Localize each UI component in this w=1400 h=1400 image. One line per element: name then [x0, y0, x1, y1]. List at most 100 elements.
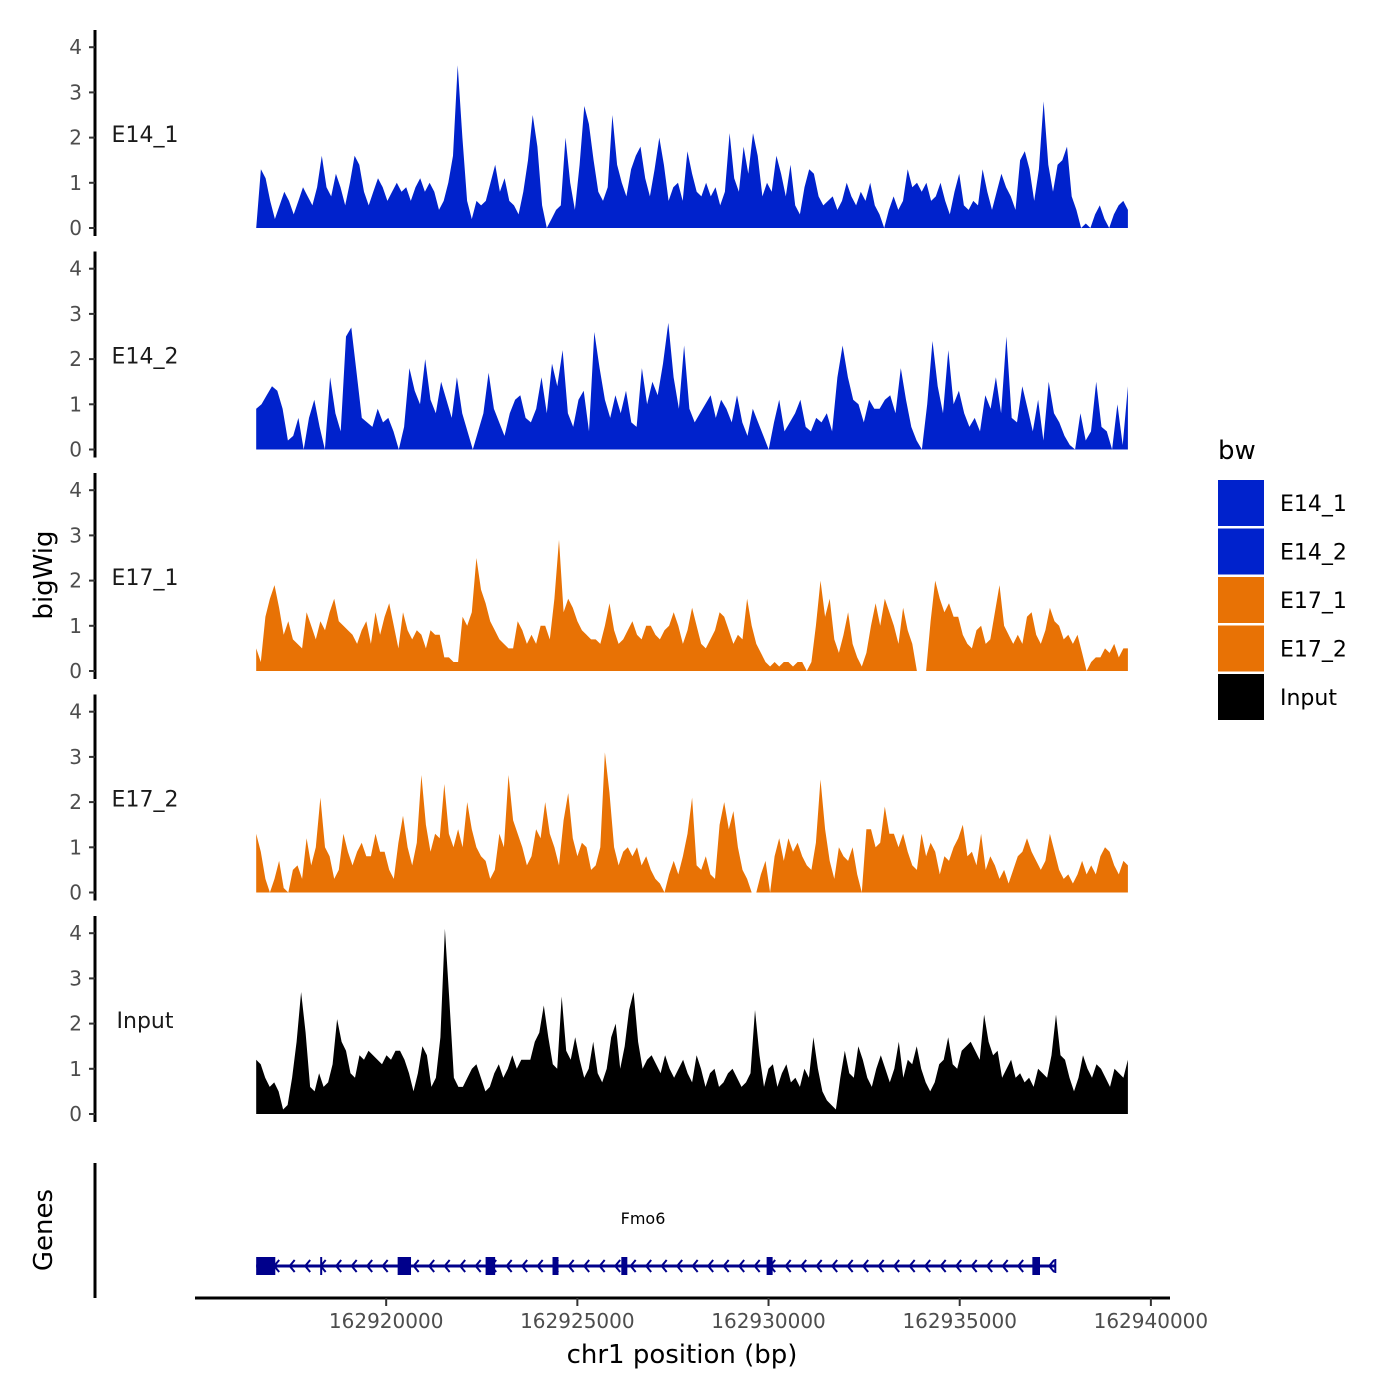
strand-arrow	[644, 1259, 652, 1273]
x-tick-label: 162920000	[329, 1309, 444, 1333]
strand-arrow	[505, 1259, 513, 1273]
legend-label: E17_1	[1280, 589, 1347, 614]
y-tick-label: 4	[69, 700, 82, 724]
strand-arrow	[877, 1259, 885, 1273]
legend: bw E14_1 E14_2 E17_1 E17_2 Input	[1218, 436, 1347, 720]
strand-arrow	[892, 1259, 900, 1273]
y-tick-label: 2	[69, 1012, 82, 1036]
legend-swatch	[1218, 674, 1264, 720]
strand-arrow	[381, 1259, 389, 1273]
signal-tracks: 0 1 2 3 4 E14_1 0 1 2 3 4 E14_2 0 1 2 3 4 E17_1 0 1 2 3 4 E17_2…	[69, 30, 1128, 1126]
strand-arrow	[985, 1259, 993, 1273]
y-tick-label: 0	[69, 881, 82, 905]
strand-arrow	[598, 1259, 606, 1273]
strand-arrow	[660, 1259, 668, 1273]
strand-arrow	[303, 1259, 311, 1273]
strand-arrow	[830, 1259, 838, 1273]
y-tick-label: 1	[69, 1057, 82, 1081]
strand-arrow	[954, 1259, 962, 1273]
signal-area-input	[256, 928, 1128, 1114]
legend-item-input: Input	[1218, 674, 1337, 720]
strand-arrow	[334, 1259, 342, 1273]
strand-arrow	[365, 1259, 373, 1273]
track-label: E17_2	[112, 788, 179, 813]
gene-exon	[552, 1257, 559, 1275]
strand-arrow	[861, 1259, 869, 1273]
y-tick-label: 1	[69, 835, 82, 859]
strand-arrow	[799, 1259, 807, 1273]
strand-arrow	[536, 1259, 544, 1273]
legend-swatch	[1218, 577, 1264, 623]
x-axis-title: chr1 position (bp)	[567, 1340, 798, 1370]
track-input: 0 1 2 3 4 Input	[69, 916, 1128, 1126]
y-tick-label: 4	[69, 35, 82, 59]
y-axis-title: bigWig	[29, 530, 59, 619]
strand-arrow	[675, 1259, 683, 1273]
track-e14_2: 0 1 2 3 4 E14_2	[69, 251, 1128, 462]
gene-model	[256, 1257, 1057, 1275]
strand-arrow	[412, 1259, 420, 1273]
signal-area-e17_2	[256, 752, 1128, 893]
gene-exon	[256, 1257, 276, 1275]
strand-arrow	[939, 1259, 947, 1273]
signal-area-e14_1	[256, 65, 1128, 228]
strand-arrow	[737, 1259, 745, 1273]
strand-arrow	[815, 1259, 823, 1273]
strand-arrow	[923, 1259, 931, 1273]
y-tick-label: 1	[69, 614, 82, 638]
gene-label: Fmo6	[621, 1209, 666, 1228]
strand-arrow	[784, 1259, 792, 1273]
y-tick-label: 2	[69, 790, 82, 814]
legend-title: bw	[1218, 436, 1256, 466]
y-tick-label: 4	[69, 257, 82, 281]
strand-arrow	[691, 1259, 699, 1273]
legend-label: Input	[1280, 686, 1337, 711]
legend-swatch	[1218, 528, 1264, 575]
x-axis-ticks: 162920000 162925000 162930000 162935000 1629…	[329, 1298, 1208, 1333]
strand-arrow	[567, 1259, 575, 1273]
gene-exon	[397, 1257, 412, 1275]
y-tick-label: 3	[69, 80, 82, 104]
strand-arrow	[520, 1259, 528, 1273]
gene-track-panel: Genes Fmo6	[29, 1163, 1057, 1298]
track-label: E14_1	[112, 123, 179, 148]
strand-arrow	[613, 1259, 621, 1273]
x-tick-label: 162935000	[902, 1309, 1017, 1333]
signal-area-e14_2	[256, 322, 1128, 450]
strand-arrow	[1016, 1259, 1024, 1273]
strand-arrow	[474, 1259, 482, 1273]
strand-arrow	[846, 1259, 854, 1273]
y-tick-label: 4	[69, 921, 82, 945]
strand-arrow	[722, 1259, 730, 1273]
strand-arrow	[753, 1259, 761, 1273]
y-tick-label: 0	[69, 216, 82, 240]
strand-arrow	[706, 1259, 714, 1273]
legend-item-e17_1: E17_1	[1218, 577, 1347, 623]
strand-arrow	[908, 1259, 916, 1273]
gene-exon	[485, 1257, 496, 1275]
legend-item-e14_1: E14_1	[1218, 480, 1347, 526]
strand-arrow	[458, 1259, 466, 1273]
y-tick-label: 3	[69, 966, 82, 990]
strand-arrow	[350, 1259, 358, 1273]
legend-items: E14_1 E14_2 E17_1 E17_2 Input	[1218, 480, 1347, 720]
strand-arrow	[427, 1259, 435, 1273]
y-tick-label: 0	[69, 438, 82, 462]
signal-area-e17_1	[256, 539, 1128, 671]
legend-swatch	[1218, 625, 1264, 672]
y-tick-label: 3	[69, 745, 82, 769]
track-e14_1: 0 1 2 3 4 E14_1	[69, 30, 1128, 240]
legend-label: E17_2	[1280, 638, 1347, 663]
y-tick-label: 3	[69, 523, 82, 547]
track-label: E14_2	[112, 345, 179, 370]
x-axis: 162920000 162925000 162930000 162935000 1629…	[195, 1296, 1208, 1370]
gene-exon	[1032, 1257, 1040, 1275]
strand-arrow	[443, 1259, 451, 1273]
gene-exon	[621, 1257, 628, 1275]
track-e17_2: 0 1 2 3 4 E17_2	[69, 694, 1128, 905]
track-label: Input	[117, 1009, 174, 1034]
x-tick-label: 162940000	[1094, 1309, 1209, 1333]
strand-arrow	[288, 1259, 296, 1273]
y-tick-label: 2	[69, 347, 82, 371]
